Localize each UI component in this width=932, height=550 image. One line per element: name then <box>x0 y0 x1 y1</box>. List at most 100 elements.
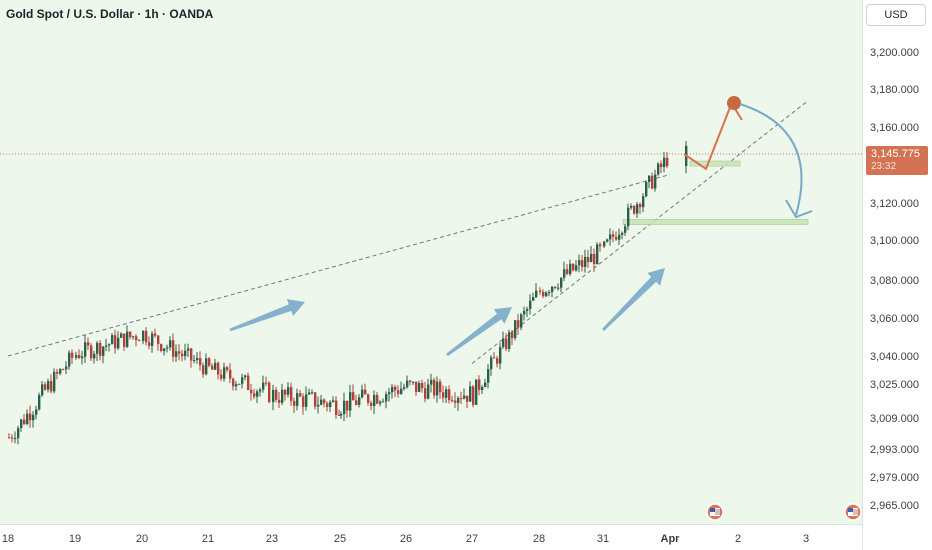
candle <box>250 383 253 401</box>
candle <box>436 376 439 403</box>
price-tick-label: 3,040.000 <box>870 351 919 363</box>
price-axis[interactable] <box>862 0 932 550</box>
candle <box>187 343 190 358</box>
price-tick-label: 3,080.000 <box>870 275 919 287</box>
time-tick-label: 20 <box>136 533 148 545</box>
candle <box>14 431 17 444</box>
candle <box>487 363 490 389</box>
candle <box>394 384 397 397</box>
candle <box>415 381 418 396</box>
candle <box>466 395 469 408</box>
candle <box>71 349 74 365</box>
candle <box>293 397 296 413</box>
candle <box>332 396 335 403</box>
candle <box>117 331 120 351</box>
candle <box>511 330 514 346</box>
candle <box>44 381 47 391</box>
candle <box>654 169 657 192</box>
candle <box>302 393 305 415</box>
candle <box>663 151 666 173</box>
candle <box>361 384 364 399</box>
candle <box>352 384 355 401</box>
candle <box>469 381 472 402</box>
candle <box>157 335 160 351</box>
candle <box>253 388 256 400</box>
support-zone <box>689 160 741 167</box>
candle <box>202 362 205 378</box>
candle <box>606 238 609 243</box>
candle <box>211 363 214 370</box>
candle <box>621 231 624 240</box>
trend-arrow <box>446 307 512 357</box>
candle <box>554 286 557 290</box>
time-axis[interactable] <box>0 524 862 550</box>
price-tick-label: 3,180.000 <box>870 84 919 96</box>
candle <box>535 283 538 299</box>
candle <box>160 343 163 353</box>
candle <box>26 409 29 426</box>
candle <box>175 344 178 362</box>
candle <box>190 347 193 368</box>
candle <box>406 375 409 389</box>
candle <box>403 383 406 391</box>
candle <box>81 350 84 365</box>
candle <box>496 355 499 368</box>
candle <box>460 391 463 404</box>
candle <box>475 379 478 406</box>
bar-countdown: 23:32 <box>871 161 897 172</box>
last-price-label: 3,145.775 23:32 <box>866 146 928 175</box>
time-tick-label: 19 <box>69 533 81 545</box>
support-zone <box>622 219 809 225</box>
candle <box>505 333 508 352</box>
candle <box>126 325 129 348</box>
candle <box>78 349 81 360</box>
candle <box>551 286 554 298</box>
candle <box>412 381 415 386</box>
candle <box>90 343 93 362</box>
candle <box>151 331 154 353</box>
candle <box>596 242 599 265</box>
candle <box>651 172 654 190</box>
candle <box>84 335 87 363</box>
candle <box>320 394 323 406</box>
candle <box>615 231 618 241</box>
candle <box>490 355 493 376</box>
candle <box>427 378 430 400</box>
candle <box>308 388 311 396</box>
candle <box>323 398 326 408</box>
candle <box>481 384 484 395</box>
last-price-value: 3,145.775 <box>871 148 920 160</box>
candle <box>326 401 329 412</box>
candle <box>609 228 612 246</box>
candle <box>163 348 166 356</box>
time-tick-label: 31 <box>597 533 609 545</box>
candle <box>478 375 481 396</box>
time-tick-label: 3 <box>803 533 809 545</box>
candle <box>578 254 581 273</box>
candle <box>532 292 535 301</box>
candle <box>65 361 68 375</box>
currency-button[interactable]: USD <box>866 4 926 26</box>
candle <box>244 374 247 381</box>
candle <box>373 390 376 414</box>
candle <box>256 389 259 403</box>
candle <box>178 343 181 361</box>
candle <box>129 331 132 340</box>
candle <box>35 405 38 420</box>
candle <box>53 368 56 394</box>
candle <box>102 345 105 364</box>
candle <box>367 393 370 406</box>
candle <box>8 433 11 439</box>
candle <box>148 336 151 350</box>
candle <box>41 380 44 398</box>
candle <box>587 249 590 268</box>
candle <box>445 386 448 404</box>
candle <box>542 289 545 299</box>
plot-area[interactable] <box>0 0 862 524</box>
price-tick-label: 3,200.000 <box>870 47 919 59</box>
candle <box>29 405 32 428</box>
candle <box>235 381 238 391</box>
candle <box>172 333 175 362</box>
